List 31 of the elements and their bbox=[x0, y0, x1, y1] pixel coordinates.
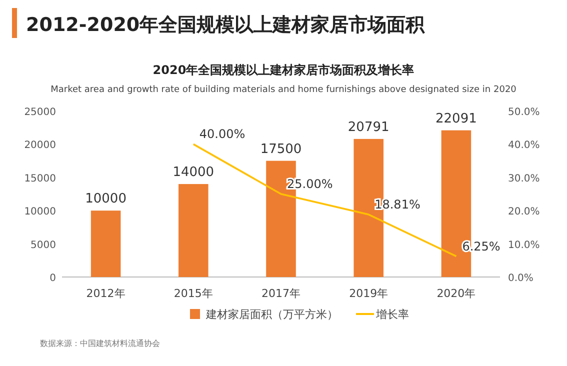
y2-tick-label: 40.0% bbox=[508, 140, 540, 152]
y-tick-label: 20000 bbox=[24, 140, 56, 152]
y-tick-label: 10000 bbox=[24, 206, 56, 218]
x-tick-label: 2020年 bbox=[436, 287, 476, 300]
y2-tick-label: 50.0% bbox=[508, 107, 540, 118]
data-label: 10000 bbox=[85, 192, 126, 207]
y-tick-label: 5000 bbox=[30, 240, 56, 251]
data-label: 20791 bbox=[348, 120, 390, 135]
data-label: 14000 bbox=[172, 165, 214, 180]
chart-title: 2012-2020年全国规模以上建材家居市场面积 bbox=[26, 14, 426, 36]
data-label: 17500 bbox=[260, 142, 302, 157]
y-tick-label: 15000 bbox=[24, 173, 56, 184]
data-label: 40.00% bbox=[199, 127, 246, 142]
y2-tick-label: 0.0% bbox=[508, 273, 534, 284]
legend-label: 增长率 bbox=[375, 308, 409, 321]
legend-label: 建材家居面积（万平方米） bbox=[205, 308, 338, 321]
y2-tick-label: 10.0% bbox=[508, 240, 540, 251]
x-tick-label: 2017年 bbox=[262, 287, 300, 300]
y2-tick-label: 30.0% bbox=[508, 173, 540, 184]
bar bbox=[90, 210, 121, 277]
y-tick-label: 25000 bbox=[24, 107, 56, 118]
x-tick-label: 2012年 bbox=[86, 287, 126, 300]
bar bbox=[178, 184, 208, 277]
data-label: 22091 bbox=[436, 111, 477, 126]
x-tick-label: 2015年 bbox=[174, 287, 213, 300]
x-tick-label: 2019年 bbox=[349, 287, 388, 300]
text: Market area and growth rate of building materials and home furnishings above designated size in 2020 bbox=[50, 85, 517, 95]
chart-subtitle: 2020年全国规模以上建材家居市场面积及增长率 bbox=[152, 63, 414, 77]
y2-tick-label: 20.0% bbox=[508, 206, 540, 218]
source-note: 数据来源：中国建筑材料流通协会 bbox=[40, 339, 160, 348]
y-tick-label: 0 bbox=[50, 273, 56, 284]
